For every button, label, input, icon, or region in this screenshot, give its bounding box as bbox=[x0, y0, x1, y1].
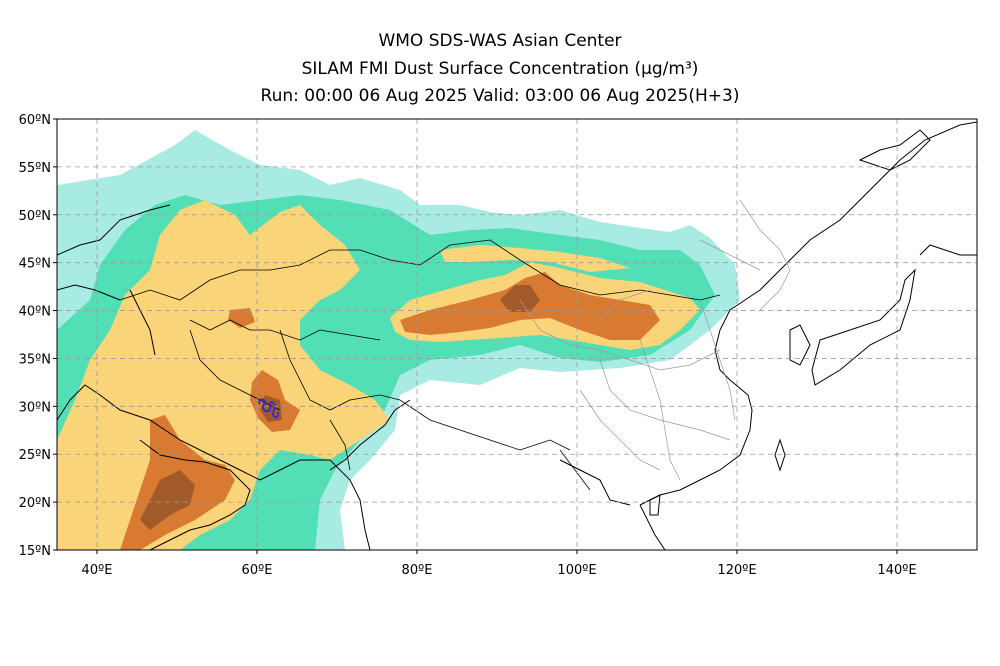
province-borders bbox=[519, 199, 791, 481]
lat-tick-label: 20ºN bbox=[19, 496, 51, 511]
map-frame bbox=[56, 118, 978, 551]
lat-tick-label: 45ºN bbox=[19, 257, 51, 272]
coastlines bbox=[57, 121, 977, 550]
lon-tick-label: 80ºE bbox=[402, 563, 433, 578]
title-line-1: WMO SDS-WAS Asian Center bbox=[378, 31, 622, 51]
lat-tick-label: 30ºN bbox=[19, 400, 51, 415]
title-line-3: Run: 00:00 06 Aug 2025 Valid: 03:00 06 A… bbox=[260, 86, 740, 106]
lat-tick-label: 50ºN bbox=[19, 209, 51, 224]
lon-tick-label: 120ºE bbox=[717, 563, 756, 578]
title-line-2: SILAM FMI Dust Surface Concentration (μg… bbox=[301, 59, 699, 79]
lat-tick-label: 40ºN bbox=[19, 305, 51, 320]
lat-tick-label: 60ºN bbox=[19, 113, 51, 128]
lat-tick-label: 55ºN bbox=[19, 161, 51, 176]
lon-tick-label: 40ºE bbox=[82, 563, 113, 578]
lat-tick-label: 25ºN bbox=[19, 448, 51, 463]
lon-tick-label: 100ºE bbox=[557, 563, 596, 578]
lon-tick-label: 140ºE bbox=[877, 563, 916, 578]
axis-ticks: 60ºN 55ºN 50ºN 45ºN 40ºN 35ºN 30ºN 25ºN 20ºN 15ºN… bbox=[19, 113, 917, 578]
dust-level-5-area bbox=[140, 285, 540, 530]
grid-lines bbox=[57, 119, 977, 550]
lat-tick-label: 15ºN bbox=[19, 544, 51, 559]
station-marker bbox=[258, 398, 280, 418]
country-borders bbox=[119, 239, 721, 491]
lon-tick-label: 60ºE bbox=[242, 563, 273, 578]
lat-tick-label: 35ºN bbox=[19, 352, 51, 367]
